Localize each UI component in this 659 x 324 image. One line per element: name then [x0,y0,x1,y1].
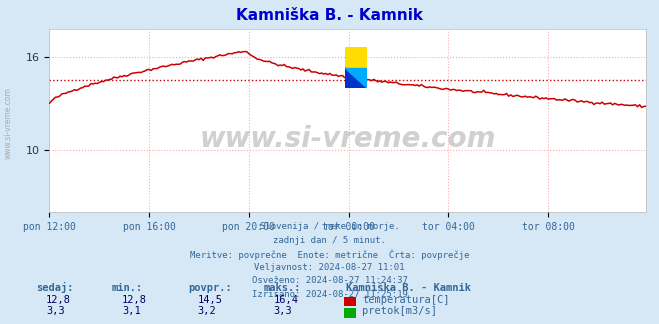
Text: Osveženo: 2024-08-27 11:24:37: Osveženo: 2024-08-27 11:24:37 [252,276,407,285]
Text: Meritve: povprečne  Enote: metrične  Črta: povprečje: Meritve: povprečne Enote: metrične Črta:… [190,249,469,260]
Text: 3,2: 3,2 [198,306,216,316]
Bar [345,48,367,68]
Text: 12,8: 12,8 [122,295,147,305]
Polygon shape [345,68,367,88]
Text: sedaj:: sedaj: [36,282,74,293]
Text: temperatura[C]: temperatura[C] [362,295,450,305]
Text: 3,1: 3,1 [122,306,140,316]
Text: www.si-vreme.com: www.si-vreme.com [200,125,496,153]
Text: 16,4: 16,4 [273,295,299,305]
Text: 3,3: 3,3 [46,306,65,316]
Text: pretok[m3/s]: pretok[m3/s] [362,306,438,316]
Text: Slovenija / reke in morje.: Slovenija / reke in morje. [260,222,399,231]
Polygon shape [345,68,367,88]
Text: 12,8: 12,8 [46,295,71,305]
Text: Izrisano: 2024-08-27 11:25:19: Izrisano: 2024-08-27 11:25:19 [252,290,407,299]
Text: Veljavnost: 2024-08-27 11:01: Veljavnost: 2024-08-27 11:01 [254,263,405,272]
Text: zadnji dan / 5 minut.: zadnji dan / 5 minut. [273,236,386,245]
Text: Kamniška B. - Kamnik: Kamniška B. - Kamnik [236,8,423,23]
Text: 3,3: 3,3 [273,306,292,316]
Text: www.si-vreme.com: www.si-vreme.com [3,87,13,159]
Text: Kamniška B. - Kamnik: Kamniška B. - Kamnik [346,283,471,293]
Text: maks.:: maks.: [264,283,301,293]
Text: 14,5: 14,5 [198,295,223,305]
Text: min.:: min.: [112,283,143,293]
Text: povpr.:: povpr.: [188,283,231,293]
